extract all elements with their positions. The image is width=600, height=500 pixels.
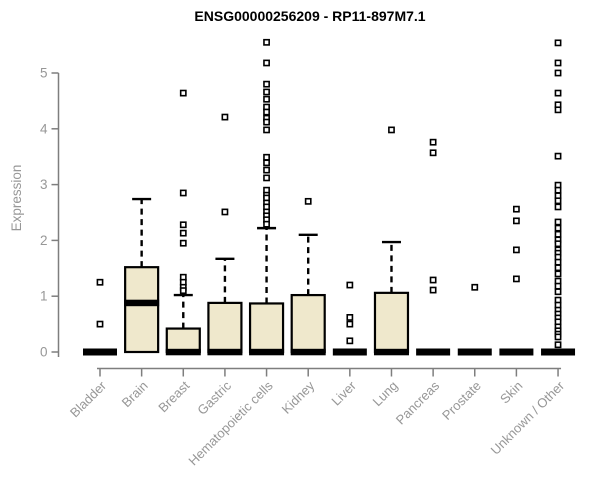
chart-title: ENSG00000256209 - RP11-897M7.1 (194, 8, 426, 24)
x-tick-label: Bladder (67, 378, 110, 421)
box-Brain (124, 266, 160, 354)
y-tick-label: 5 (40, 66, 48, 81)
outlier-point (554, 69, 562, 77)
outlier-point (554, 39, 562, 47)
outlier-point (429, 149, 437, 157)
outlier-point (221, 208, 229, 216)
outlier-point (554, 59, 562, 67)
x-tick-label: Liver (328, 378, 359, 409)
outlier-point (96, 278, 104, 286)
outlier-point (429, 138, 437, 146)
median-Breast (165, 348, 201, 356)
outlier-point (263, 220, 270, 228)
outlier-point (554, 282, 562, 290)
outlier-point (263, 153, 270, 161)
outlier-point (554, 333, 562, 341)
outlier-point (554, 270, 562, 278)
outlier-point (512, 275, 520, 283)
outlier-point (429, 276, 437, 284)
outlier-point (554, 203, 562, 211)
median-Lung (373, 348, 409, 356)
box-Kidney (290, 293, 326, 354)
outlier-point (263, 174, 270, 182)
collapsed-box-Unknown / Other (541, 348, 576, 356)
outlier-point (554, 224, 562, 232)
collapsed-box-Liver (332, 348, 367, 356)
outlier-point (554, 218, 562, 226)
collapsed-box-Pancreas (416, 348, 451, 356)
box-Lung (373, 291, 410, 354)
outlier-point (263, 80, 270, 88)
x-tick-label: Gastric (194, 378, 234, 418)
outlier-point (554, 186, 562, 194)
outlier-point (263, 108, 270, 116)
outlier-point (512, 205, 520, 213)
outlier-point (221, 113, 229, 121)
outlier-point (263, 38, 270, 46)
outlier-point (471, 283, 479, 291)
outlier-point (179, 229, 187, 237)
outlier-point (304, 197, 312, 205)
x-tick-label: Brain (119, 378, 151, 410)
outlier-point (554, 258, 562, 266)
median-Kidney (290, 348, 326, 356)
y-tick-label: 2 (40, 233, 48, 248)
outlier-point (263, 126, 270, 134)
outlier-point (263, 159, 270, 167)
y-tick-label: 3 (40, 177, 48, 192)
outlier-point (263, 88, 270, 96)
outlier-point (554, 230, 562, 238)
y-tick-label: 0 (40, 345, 48, 360)
outlier-point (554, 240, 562, 248)
outlier-point (179, 239, 187, 247)
x-tick-label: Pancreas (393, 378, 443, 428)
median-Hematopoietic cells (249, 348, 285, 356)
outlier-point (554, 264, 562, 272)
outlier-point (554, 197, 562, 205)
x-tick-label: Unknown / Other (488, 378, 568, 458)
box-Hematopoietic cells (248, 302, 285, 354)
outlier-point (554, 89, 562, 97)
collapsed-box-Prostate (457, 348, 492, 356)
outlier-point (346, 314, 354, 321)
x-tick-label: Lung (370, 378, 401, 409)
outlier-point (554, 152, 562, 160)
outlier-point (179, 221, 187, 229)
outlier-point (388, 126, 395, 134)
median-Brain (124, 299, 160, 307)
collapsed-box-Bladder (83, 348, 117, 356)
y-tick-label: 4 (40, 121, 48, 136)
collapsed-box-Skin (499, 348, 534, 356)
outlier-point (179, 287, 187, 295)
outlier-point (512, 217, 520, 225)
outlier-point (179, 189, 187, 197)
outlier-point (554, 288, 562, 296)
outlier-point (429, 286, 437, 294)
outlier-point (554, 106, 562, 114)
box-Gastric (207, 301, 243, 354)
outlier-point (263, 166, 270, 174)
x-tick-label: Skin (497, 378, 525, 406)
outlier-point (554, 341, 562, 349)
y-tick-label: 1 (40, 289, 48, 304)
outlier-point (346, 320, 354, 328)
box-Breast (165, 327, 201, 354)
x-tick-label: Prostate (439, 378, 484, 423)
outlier-point (263, 59, 270, 67)
outlier-point (346, 281, 354, 289)
median-Gastric (207, 348, 243, 356)
outlier-point (512, 246, 520, 254)
outlier-point (263, 95, 270, 103)
outlier-point (96, 320, 104, 328)
outlier-point (263, 118, 270, 126)
outlier-point (346, 337, 354, 345)
outlier-point (179, 89, 187, 97)
x-tick-label: Kidney (279, 378, 318, 417)
x-tick-label: Breast (155, 378, 192, 415)
